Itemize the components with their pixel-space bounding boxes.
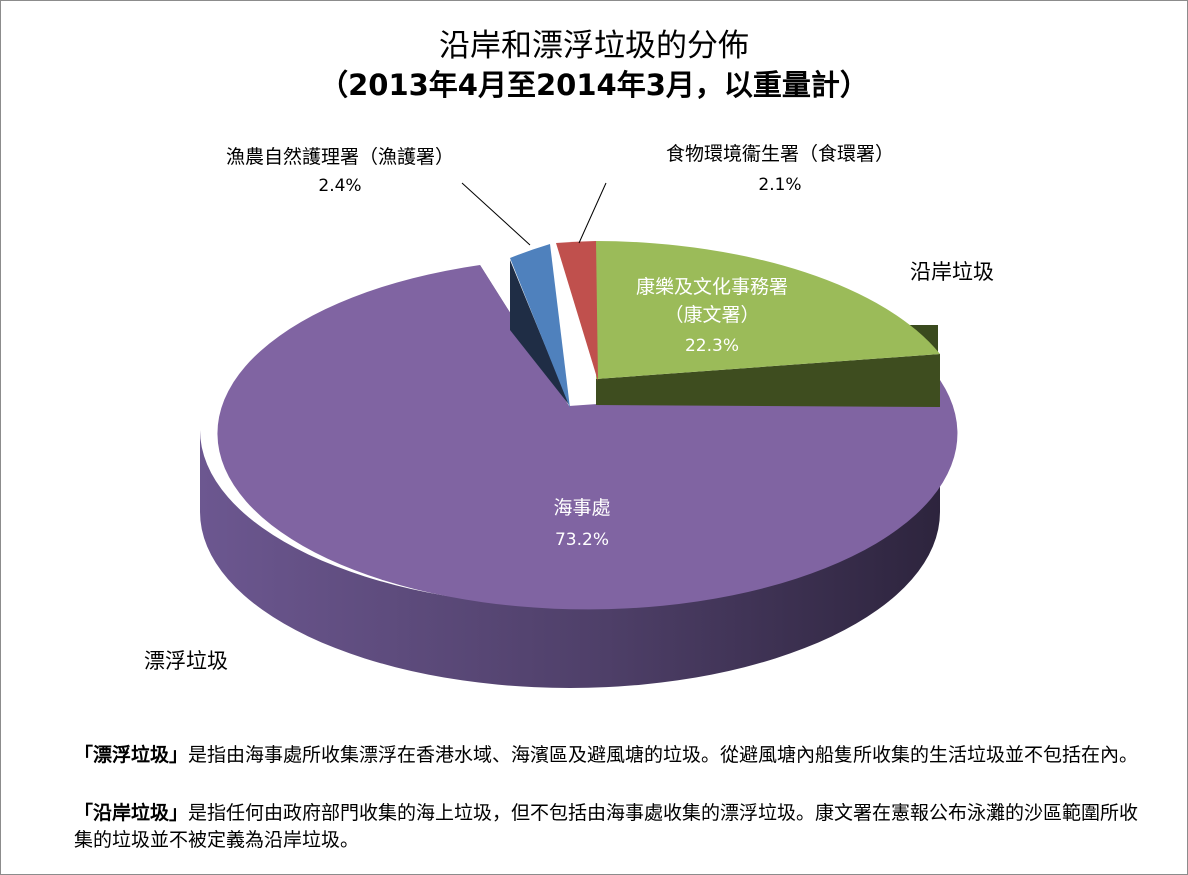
leader-line-fehd — [578, 182, 607, 244]
note-coastal-text: 是指任何由政府部門收集的海上垃圾，但不包括由海事處收集的漂浮垃圾。康文署在憲報公… — [74, 802, 1139, 851]
group-label-coastal: 沿岸垃圾 — [910, 260, 994, 284]
chart-title: 沿岸和漂浮垃圾的分佈 — [439, 28, 749, 64]
label-afcd: 漁農自然護理署（漁護署） — [226, 146, 454, 168]
note-floating-term: 「漂浮垃圾」 — [74, 744, 189, 766]
slice-fehd — [556, 241, 598, 381]
slice-marine — [217, 265, 958, 610]
leader-line-afcd — [461, 182, 531, 246]
label-lcsd: 康樂及文化事務署 — [636, 276, 788, 298]
slice-lcsd — [596, 241, 940, 379]
value-marine: 73.2% — [555, 530, 609, 550]
group-label-floating: 漂浮垃圾 — [144, 649, 228, 673]
slice-front-lcsd — [596, 354, 940, 407]
pie-chart: 漁農自然護理署（漁護署） 2.4% 食物環境衞生署（食環署） 2.1% 康樂及文… — [144, 143, 994, 688]
sublabel-lcsd: （康文署） — [664, 304, 759, 326]
value-lcsd: 22.3% — [685, 336, 739, 356]
note-coastal: 「沿岸垃圾」是指任何由政府部門收集的海上垃圾，但不包括由海事處收集的漂浮垃圾。康… — [74, 800, 1144, 854]
chart-subtitle: （2013年4月至2014年3月，以重量計） — [319, 68, 869, 102]
note-floating: 「漂浮垃圾」是指由海事處所收集漂浮在香港水域、海濱區及避風塘的垃圾。從避風塘內船… — [74, 742, 1144, 769]
label-fehd: 食物環境衞生署（食環署） — [666, 143, 894, 165]
value-fehd: 2.1% — [758, 175, 801, 195]
note-floating-text: 是指由海事處所收集漂浮在香港水域、海濱區及避風塘的垃圾。從避風塘內船隻所收集的生… — [188, 744, 1139, 766]
note-coastal-term: 「沿岸垃圾」 — [74, 802, 189, 824]
slice-afcd — [510, 244, 570, 408]
slice-side-marine — [200, 430, 940, 688]
value-afcd: 2.4% — [318, 176, 361, 196]
label-marine: 海事處 — [553, 497, 610, 519]
